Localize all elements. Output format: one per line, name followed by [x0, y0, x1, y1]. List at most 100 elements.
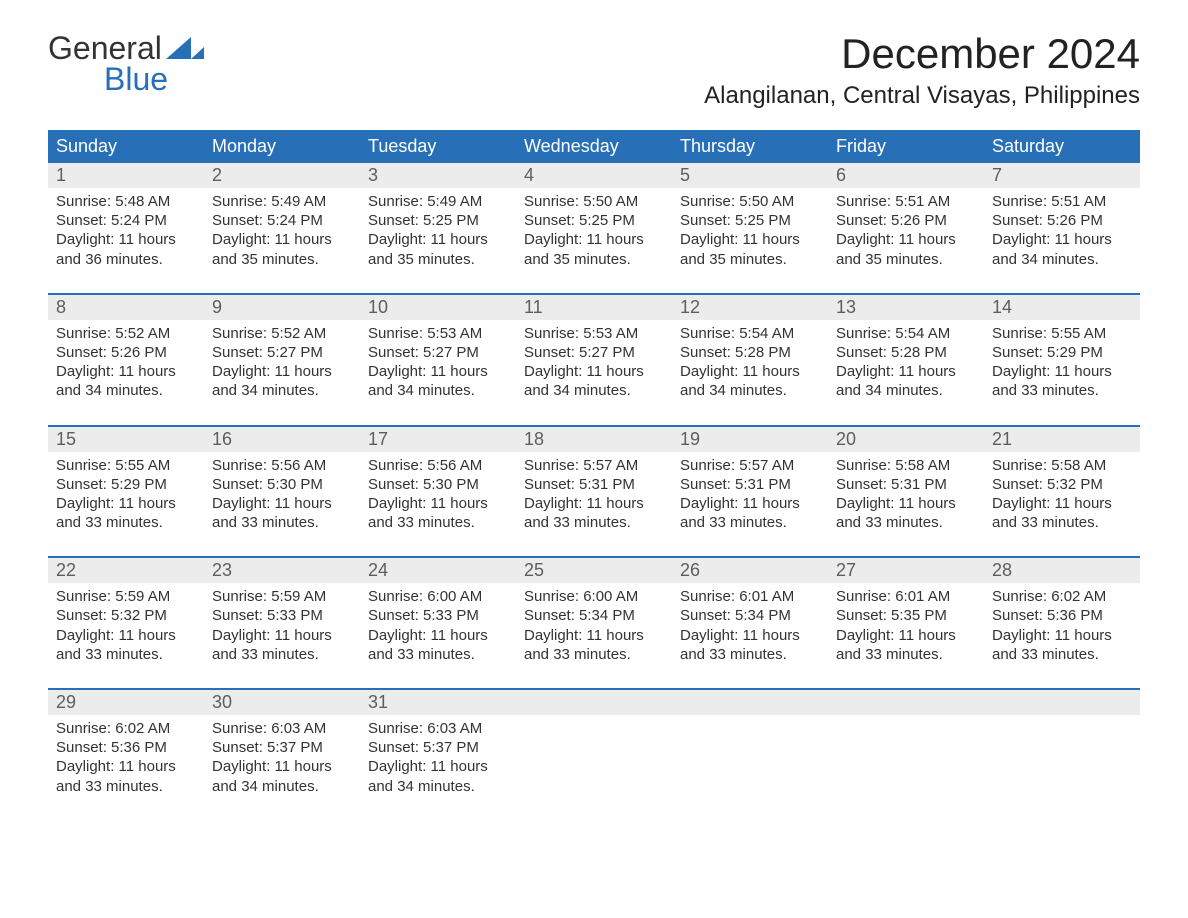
- logo-word-blue: Blue: [104, 61, 168, 98]
- day-header-sunday: Sunday: [48, 130, 204, 163]
- day-cell: Sunrise: 5:58 AMSunset: 5:32 PMDaylight:…: [984, 452, 1140, 541]
- day-number: 30: [204, 690, 360, 715]
- sunrise-text: Sunrise: 5:55 AM: [56, 456, 196, 475]
- day-cell: Sunrise: 5:50 AMSunset: 5:25 PMDaylight:…: [516, 188, 672, 277]
- sunrise-text: Sunrise: 5:52 AM: [56, 324, 196, 343]
- sunset-text: Sunset: 5:25 PM: [680, 211, 820, 230]
- daylight-line2: and 33 minutes.: [992, 381, 1132, 400]
- daylight-line2: and 33 minutes.: [56, 513, 196, 532]
- daylight-line2: and 33 minutes.: [992, 645, 1132, 664]
- day-cell: Sunrise: 6:01 AMSunset: 5:35 PMDaylight:…: [828, 583, 984, 672]
- sunset-text: Sunset: 5:33 PM: [368, 606, 508, 625]
- day-number: 15: [48, 427, 204, 452]
- day-cell: Sunrise: 5:57 AMSunset: 5:31 PMDaylight:…: [516, 452, 672, 541]
- daylight-line2: and 34 minutes.: [680, 381, 820, 400]
- sunrise-text: Sunrise: 6:01 AM: [680, 587, 820, 606]
- day-header-monday: Monday: [204, 130, 360, 163]
- daylight-line1: Daylight: 11 hours: [212, 757, 352, 776]
- sunset-text: Sunset: 5:34 PM: [524, 606, 664, 625]
- day-cell: Sunrise: 6:03 AMSunset: 5:37 PMDaylight:…: [204, 715, 360, 804]
- sunrise-text: Sunrise: 5:51 AM: [992, 192, 1132, 211]
- sunrise-text: Sunrise: 5:57 AM: [524, 456, 664, 475]
- day-header-wednesday: Wednesday: [516, 130, 672, 163]
- sunset-text: Sunset: 5:36 PM: [992, 606, 1132, 625]
- sunrise-text: Sunrise: 6:00 AM: [368, 587, 508, 606]
- day-cell: Sunrise: 5:54 AMSunset: 5:28 PMDaylight:…: [672, 320, 828, 409]
- daylight-line2: and 36 minutes.: [56, 250, 196, 269]
- daylight-line1: Daylight: 11 hours: [212, 494, 352, 513]
- sunset-text: Sunset: 5:30 PM: [368, 475, 508, 494]
- day-number: 28: [984, 558, 1140, 583]
- daylight-line2: and 34 minutes.: [56, 381, 196, 400]
- day-cell: [984, 715, 1140, 804]
- sunset-text: Sunset: 5:32 PM: [992, 475, 1132, 494]
- daylight-line2: and 33 minutes.: [524, 513, 664, 532]
- day-cell: Sunrise: 6:02 AMSunset: 5:36 PMDaylight:…: [48, 715, 204, 804]
- sunrise-text: Sunrise: 5:56 AM: [212, 456, 352, 475]
- sunset-text: Sunset: 5:24 PM: [56, 211, 196, 230]
- daynum-row: 15161718192021: [48, 427, 1140, 452]
- daylight-line2: and 33 minutes.: [56, 645, 196, 664]
- day-header-friday: Friday: [828, 130, 984, 163]
- sunrise-text: Sunrise: 5:50 AM: [524, 192, 664, 211]
- daylight-line2: and 34 minutes.: [368, 777, 508, 796]
- daylight-line1: Daylight: 11 hours: [992, 494, 1132, 513]
- daylight-line2: and 34 minutes.: [212, 381, 352, 400]
- daylight-line1: Daylight: 11 hours: [836, 230, 976, 249]
- day-number: 23: [204, 558, 360, 583]
- day-number: 21: [984, 427, 1140, 452]
- day-cell: Sunrise: 6:03 AMSunset: 5:37 PMDaylight:…: [360, 715, 516, 804]
- day-number: 5: [672, 163, 828, 188]
- daylight-line1: Daylight: 11 hours: [524, 626, 664, 645]
- sunset-text: Sunset: 5:27 PM: [524, 343, 664, 362]
- sunrise-text: Sunrise: 5:56 AM: [368, 456, 508, 475]
- sunrise-text: Sunrise: 6:02 AM: [992, 587, 1132, 606]
- daylight-line1: Daylight: 11 hours: [56, 362, 196, 381]
- sunrise-text: Sunrise: 6:02 AM: [56, 719, 196, 738]
- daylight-line2: and 35 minutes.: [368, 250, 508, 269]
- day-cell: Sunrise: 5:57 AMSunset: 5:31 PMDaylight:…: [672, 452, 828, 541]
- daylight-line2: and 34 minutes.: [368, 381, 508, 400]
- day-header-thursday: Thursday: [672, 130, 828, 163]
- day-number: [984, 690, 1140, 715]
- day-cell: Sunrise: 5:51 AMSunset: 5:26 PMDaylight:…: [828, 188, 984, 277]
- daynum-row: 293031: [48, 690, 1140, 715]
- month-title: December 2024: [704, 30, 1140, 78]
- day-number: 14: [984, 295, 1140, 320]
- day-number: 8: [48, 295, 204, 320]
- sunrise-text: Sunrise: 5:55 AM: [992, 324, 1132, 343]
- title-block: December 2024 Alangilanan, Central Visay…: [704, 30, 1140, 122]
- daylight-line2: and 33 minutes.: [680, 645, 820, 664]
- day-cell: Sunrise: 6:01 AMSunset: 5:34 PMDaylight:…: [672, 583, 828, 672]
- sunrise-text: Sunrise: 5:51 AM: [836, 192, 976, 211]
- day-number: 25: [516, 558, 672, 583]
- sunrise-text: Sunrise: 6:03 AM: [212, 719, 352, 738]
- daylight-line2: and 35 minutes.: [680, 250, 820, 269]
- daylight-line2: and 34 minutes.: [836, 381, 976, 400]
- day-number: [516, 690, 672, 715]
- sunset-text: Sunset: 5:26 PM: [56, 343, 196, 362]
- daylight-line2: and 34 minutes.: [524, 381, 664, 400]
- day-cell: Sunrise: 6:00 AMSunset: 5:34 PMDaylight:…: [516, 583, 672, 672]
- day-header-tuesday: Tuesday: [360, 130, 516, 163]
- daycontent-row: Sunrise: 5:55 AMSunset: 5:29 PMDaylight:…: [48, 452, 1140, 541]
- calendar: Sunday Monday Tuesday Wednesday Thursday…: [48, 130, 1140, 804]
- daylight-line1: Daylight: 11 hours: [368, 626, 508, 645]
- day-cell: Sunrise: 5:52 AMSunset: 5:26 PMDaylight:…: [48, 320, 204, 409]
- sunrise-text: Sunrise: 5:59 AM: [212, 587, 352, 606]
- day-number: 6: [828, 163, 984, 188]
- sunrise-text: Sunrise: 6:03 AM: [368, 719, 508, 738]
- sunrise-text: Sunrise: 5:53 AM: [524, 324, 664, 343]
- day-cell: Sunrise: 5:59 AMSunset: 5:32 PMDaylight:…: [48, 583, 204, 672]
- sunset-text: Sunset: 5:28 PM: [680, 343, 820, 362]
- daycontent-row: Sunrise: 5:52 AMSunset: 5:26 PMDaylight:…: [48, 320, 1140, 409]
- day-number: 2: [204, 163, 360, 188]
- logo: General Blue: [48, 30, 204, 98]
- daylight-line1: Daylight: 11 hours: [524, 494, 664, 513]
- daylight-line2: and 34 minutes.: [992, 250, 1132, 269]
- week-row: 891011121314Sunrise: 5:52 AMSunset: 5:26…: [48, 293, 1140, 409]
- header: General Blue December 2024 Alangilanan, …: [48, 30, 1140, 122]
- day-number: 17: [360, 427, 516, 452]
- sunrise-text: Sunrise: 5:48 AM: [56, 192, 196, 211]
- day-cell: Sunrise: 6:00 AMSunset: 5:33 PMDaylight:…: [360, 583, 516, 672]
